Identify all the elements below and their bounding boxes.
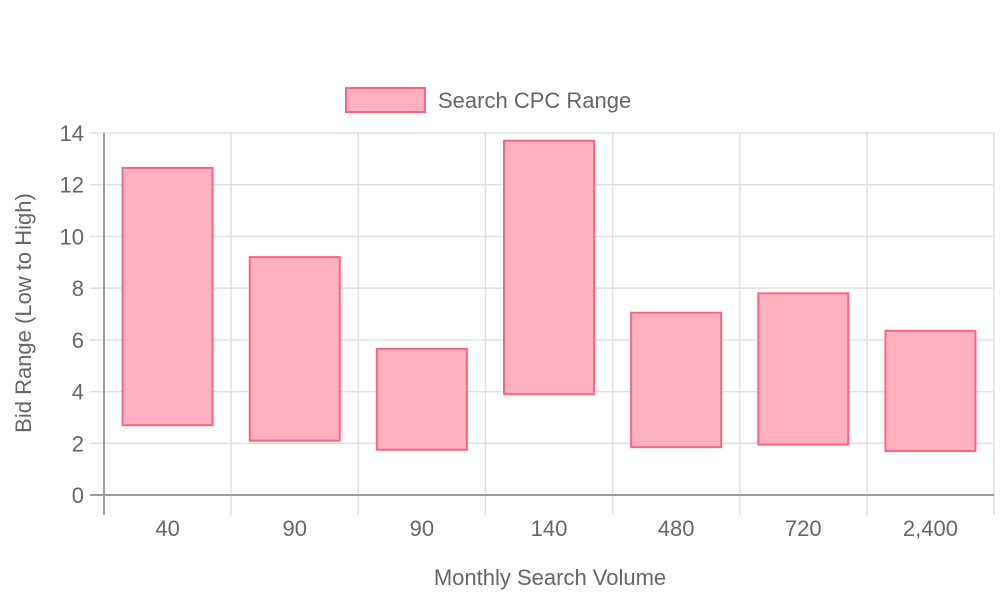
- x-tick-label: 720: [785, 516, 822, 541]
- y-tick-label: 12: [60, 173, 84, 198]
- range-bar[interactable]: [503, 139, 595, 396]
- y-tick-label: 14: [60, 121, 84, 146]
- range-bar[interactable]: [375, 347, 468, 451]
- legend[interactable]: Search CPC Range: [345, 87, 631, 113]
- legend-swatch: [345, 87, 426, 113]
- x-tick-label: 40: [155, 516, 179, 541]
- x-axis-title: Monthly Search Volume: [434, 565, 666, 590]
- range-bar[interactable]: [121, 166, 214, 427]
- y-tick-label: 2: [72, 431, 84, 456]
- range-bar[interactable]: [757, 292, 850, 446]
- y-tick-label: 0: [72, 483, 84, 508]
- x-tick-label: 90: [410, 516, 434, 541]
- y-tick-label: 4: [72, 380, 84, 405]
- bars: [121, 139, 977, 453]
- y-tick-label: 10: [60, 224, 84, 249]
- y-axis-ticks: 0 2 4 6 8 10 12 14: [60, 121, 84, 508]
- x-tick-label: 90: [282, 516, 306, 541]
- x-tick-label: 480: [658, 516, 695, 541]
- legend-label: Search CPC Range: [438, 88, 631, 113]
- y-tick-label: 6: [72, 328, 84, 353]
- range-bar[interactable]: [630, 311, 723, 449]
- range-bar[interactable]: [248, 256, 341, 442]
- x-tick-label: 2,400: [903, 516, 958, 541]
- x-axis-ticks: 40 90 90 140 480 720 2,400: [155, 516, 958, 541]
- y-tick-label: 8: [72, 276, 84, 301]
- range-bar[interactable]: [884, 329, 977, 453]
- y-axis-title: Bid Range (Low to High): [11, 193, 36, 433]
- x-tick-label: 140: [531, 516, 568, 541]
